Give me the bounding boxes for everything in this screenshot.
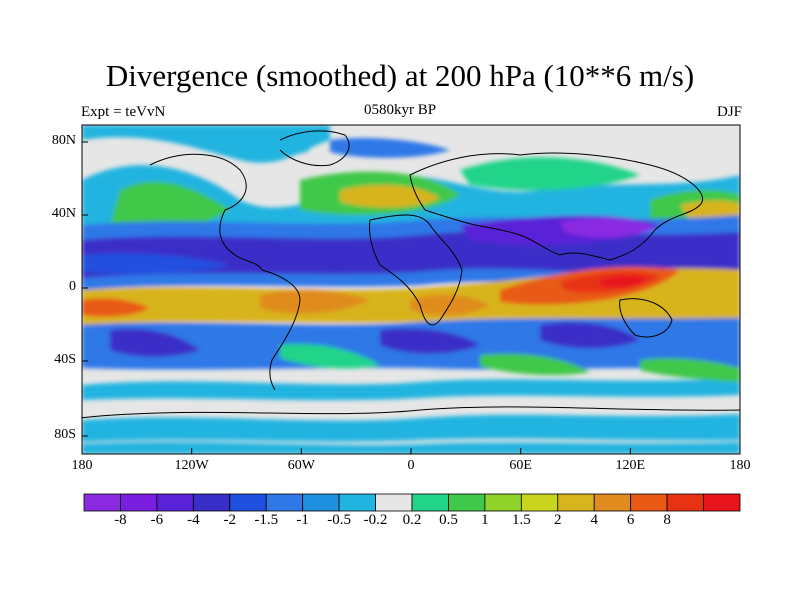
colorbar-swatch — [156, 493, 194, 512]
lon-label: 120E — [615, 458, 646, 473]
colorbar-swatch — [192, 493, 231, 512]
time-label: 0580kyr BP — [363, 102, 437, 118]
colorbar-swatch — [338, 493, 376, 512]
colorbar-label: 0.5 — [439, 512, 458, 528]
lat-label: 40N — [51, 206, 76, 221]
colorbar-label: -0.2 — [363, 512, 388, 528]
colorbar-swatch — [593, 493, 632, 512]
lat-label: 80N — [51, 133, 76, 148]
colorbar-swatch — [229, 493, 267, 512]
colorbar-label: 1 — [481, 512, 489, 528]
colorbar-swatch — [411, 493, 449, 512]
colorbar-swatch — [703, 493, 741, 512]
colorbar-label: -6 — [150, 512, 164, 528]
colorbar-label: -0.5 — [327, 512, 351, 528]
colorbar-swatch — [448, 493, 486, 512]
colorbar-swatch — [375, 493, 413, 512]
colorbar-label: 0.2 — [402, 512, 422, 528]
lon-label: 120W — [174, 458, 209, 473]
colorbar-label: 4 — [590, 512, 598, 528]
contour-field — [82, 125, 740, 454]
colorbar-swatch — [630, 493, 668, 512]
map-title: Divergence (smoothed) at 200 hPa (10**6 … — [105, 58, 695, 93]
season-label: DJF — [716, 104, 742, 120]
colorbar-label: -8 — [114, 512, 127, 528]
colorbar-swatch — [484, 493, 522, 512]
colorbar-swatch — [120, 493, 158, 512]
colorbar-label: 8 — [663, 512, 671, 528]
experiment-label: Expt = teVvN — [81, 104, 166, 120]
colorbar-label: 1.5 — [511, 512, 531, 528]
lon-label: 180 — [729, 458, 751, 473]
coastlines — [82, 130, 740, 419]
lon-label: 60E — [509, 458, 532, 473]
lon-label: 0 — [407, 458, 415, 473]
colorbar-label: 2 — [554, 512, 562, 528]
colorbar-label: 6 — [626, 512, 635, 528]
colorbar-label: -1.5 — [254, 512, 279, 528]
lat-label: 0 — [69, 279, 76, 294]
colorbar-swatch — [557, 493, 595, 512]
colorbar-swatch — [302, 493, 340, 512]
colorbar-label: -2 — [223, 512, 237, 528]
lon-label: 180 — [71, 458, 93, 473]
lon-label: 60W — [287, 458, 315, 473]
lat-label: 80S — [54, 427, 76, 442]
colorbar — [83, 493, 741, 512]
colorbar-swatch — [520, 493, 559, 512]
colorbar-swatch — [265, 493, 304, 512]
colorbar-label: -4 — [187, 512, 200, 528]
lat-label: 40S — [54, 352, 76, 367]
colorbar-label: -1 — [296, 512, 309, 528]
colorbar-swatch — [83, 493, 121, 512]
colorbar-swatch — [666, 493, 704, 512]
